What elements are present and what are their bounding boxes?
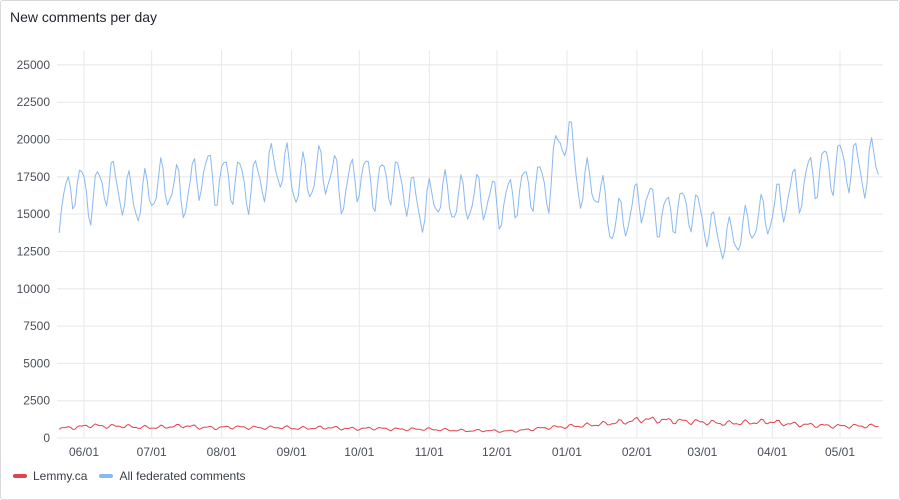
legend-label-lemmy: Lemmy.ca [33,469,88,483]
x-tick-label: 04/01 [757,445,787,459]
legend-swatch-lemmy [13,474,27,478]
y-tick-label: 10000 [17,282,51,296]
y-axis-ticks: 0 2500 5000 7500 10000 12500 15000 17500 20000 22… [17,58,51,445]
y-tick-label: 20000 [17,133,51,147]
y-tick-label: 2500 [23,394,50,408]
legend-label-federated: All federated comments [119,469,246,483]
y-tick-label: 17500 [17,170,51,184]
x-tick-label: 12/01 [482,445,512,459]
x-tick-label: 11/01 [415,445,444,459]
legend-item-lemmy[interactable]: Lemmy.ca [13,469,87,483]
x-tick-label: 01/01 [552,445,582,459]
y-tick-label: 25000 [17,58,51,72]
legend-item-federated[interactable]: All federated comments [99,469,246,483]
chart-legend: Lemmy.ca All federated comments [13,469,246,483]
x-tick-label: 07/01 [137,445,167,459]
grid-lines [57,50,883,439]
x-tick-label: 02/01 [622,445,652,459]
x-tick-label: 10/01 [344,445,374,459]
x-tick-label: 03/01 [687,445,717,459]
x-axis-ticks: 06/01 07/01 08/01 09/01 10/01 11/01 12/01 01/01… [69,445,855,459]
series-line-lemmy[interactable] [58,416,879,433]
y-tick-label: 7500 [23,319,50,333]
series-lines [58,121,879,433]
legend-swatch-federated [99,474,114,478]
x-tick-label: 09/01 [277,445,307,459]
y-tick-label: 22500 [17,95,51,109]
chart-title: New comments per day [10,9,158,25]
y-tick-label: 5000 [23,356,50,370]
x-tick-label: 06/01 [69,445,99,459]
x-tick-label: 05/01 [825,445,855,459]
y-tick-label: 12500 [17,244,51,258]
y-tick-label: 15000 [17,207,51,221]
series-line-federated[interactable] [58,121,879,260]
y-tick-label: 0 [43,431,50,445]
x-tick-label: 08/01 [207,445,237,459]
